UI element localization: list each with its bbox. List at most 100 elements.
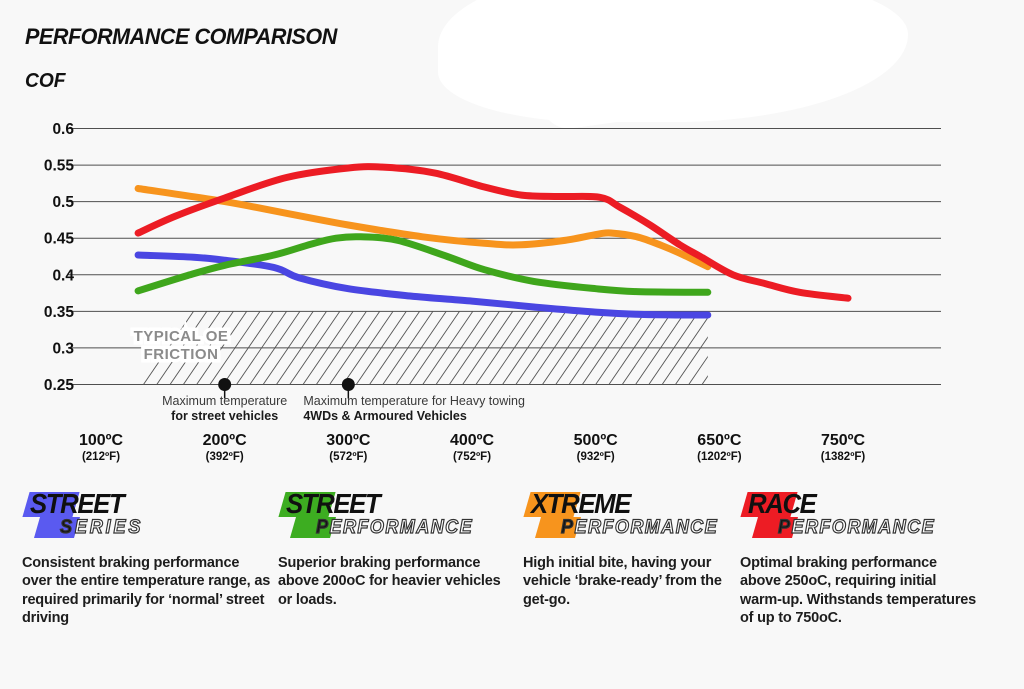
hatch-line [568,311,620,385]
hatch-line [661,311,708,385]
hatch-line [595,311,647,385]
y-tick-label: 0.4 [52,267,74,284]
legend-description: Superior braking performance above 200oC… [278,555,501,608]
hatch-line [502,311,553,385]
series-street-series [134,251,712,319]
hatch-line [515,311,567,385]
x-tick-label-c: 300ºC [326,432,371,449]
hatch-line [262,311,314,385]
y-tick-label: 0.55 [44,158,75,175]
max-temp-marker: Maximum temperature for Heavy towing4WDs… [303,378,525,423]
x-tick-label-c: 650ºC [697,432,742,449]
street-series-logo: STREET SERIES [22,488,272,544]
y-axis-title: COF [25,70,66,92]
series-xtreme-performance [134,185,712,271]
page-title: PERFORMANCE COMPARISON [25,24,337,49]
hatch-line [169,311,221,385]
x-tick-label-c: 100ºC [79,432,124,449]
hatch-line [289,311,341,385]
x-tick-label-f: (392ºF) [206,451,244,463]
hatch-line [581,311,633,385]
x-tick-label-f: (572ºF) [329,451,367,463]
logo-word-bottom: PERFORMANCE [315,516,474,538]
x-axis-labels: 100ºC (212ºF) 200ºC (392ºF) 300ºC (572ºF) 400º… [79,432,866,463]
series-race-performance [134,163,852,302]
hatch-line [608,311,660,385]
logo-word-top: XTREME [531,488,631,519]
hatch-line [182,311,234,385]
legend-description: High initial bite, having your vehicle ‘… [523,555,722,608]
oe-friction-label: TYPICAL OE [134,328,229,345]
hatch-line [236,311,287,385]
hatch-line [409,311,460,385]
hatch-line [222,311,274,385]
hatch-line [648,311,700,385]
legend-description: Consistent braking performance over the … [22,555,271,627]
hatch-line [635,311,686,385]
hatch-line [462,311,514,385]
hatch-line [448,311,500,385]
marker-label-line2: for street vehicles [171,409,278,423]
hatch-line [475,311,527,385]
hatch-line [382,311,434,385]
y-tick-label: 0.35 [44,304,75,321]
hatch-line [196,311,248,385]
x-tick-label-c: 200ºC [203,432,248,449]
legend-item-street-series: STREET SERIES Consistent braking perform… [22,488,272,628]
logo-word-top: STREET [286,488,381,519]
hatch-line [555,311,607,385]
grid-and-y-labels: 0.6 0.55 0.5 0.45 0.4 0.35 0.3 0.25 [44,121,941,394]
y-tick-label: 0.25 [44,377,75,394]
race-performance-logo: RACE PERFORMANCE [740,488,978,544]
x-tick-label-c: 500ºC [574,432,619,449]
x-tick-label-f: (1202ºF) [697,451,742,463]
x-tick-label-f: (932ºF) [577,451,615,463]
x-tick-label-f: (752ºF) [453,451,491,463]
legend-item-race-performance: RACE PERFORMANCE Optimal braking perform… [740,488,978,628]
hatch-line [302,311,354,385]
hatch-line [369,311,420,385]
hatch-line [355,311,407,385]
hatch-line [143,311,194,385]
hatch-line [528,311,580,385]
hatch-line [621,311,673,385]
hatch-line [688,311,708,385]
logo-word-top: RACE [748,488,817,519]
logo-word-bottom: PERFORMANCE [777,516,936,538]
y-tick-label: 0.45 [44,231,75,248]
street-performance-logo: STREET PERFORMANCE [278,488,518,544]
xtreme-performance-logo: XTREME PERFORMANCE [523,488,723,544]
x-tick-label-f: (1382ºF) [821,451,866,463]
hatch-line [315,311,367,385]
oe-friction-label: FRICTION [144,346,219,363]
hatch-line [542,311,593,385]
x-tick-label-c: 400ºC [450,432,495,449]
hatch-line [249,311,301,385]
legend-item-street-performance: STREET PERFORMANCE Superior braking perf… [278,488,518,609]
marker-label-line1: Maximum temperature [162,394,287,408]
series-street-performance [134,233,712,296]
hatch-line [342,311,394,385]
y-tick-label: 0.5 [52,194,74,211]
hatch-line [675,311,708,385]
hatch-line [209,311,261,385]
y-tick-label: 0.3 [52,340,74,357]
marker-label-line2: 4WDs & Armoured Vehicles [303,409,467,423]
marker-label-line1: Maximum temperature for Heavy towing [303,394,525,408]
hatch-line [395,311,447,385]
logo-word-bottom: PERFORMANCE [560,516,719,538]
hatch-line [276,311,327,385]
logo-word-bottom: SERIES [59,516,144,538]
hatch-line [329,311,381,385]
hatch-line [156,311,208,385]
x-tick-label-f: (212ºF) [82,451,120,463]
x-tick-label-c: 750ºC [821,432,866,449]
hatch-line [422,311,474,385]
legend-description: Optimal braking performance above 250oC,… [740,555,976,627]
hatch-line [435,311,487,385]
hatch-line [488,311,540,385]
legend-item-xtreme-performance: XTREME PERFORMANCE High initial bite, ha… [523,488,723,609]
y-tick-label: 0.6 [52,121,74,138]
